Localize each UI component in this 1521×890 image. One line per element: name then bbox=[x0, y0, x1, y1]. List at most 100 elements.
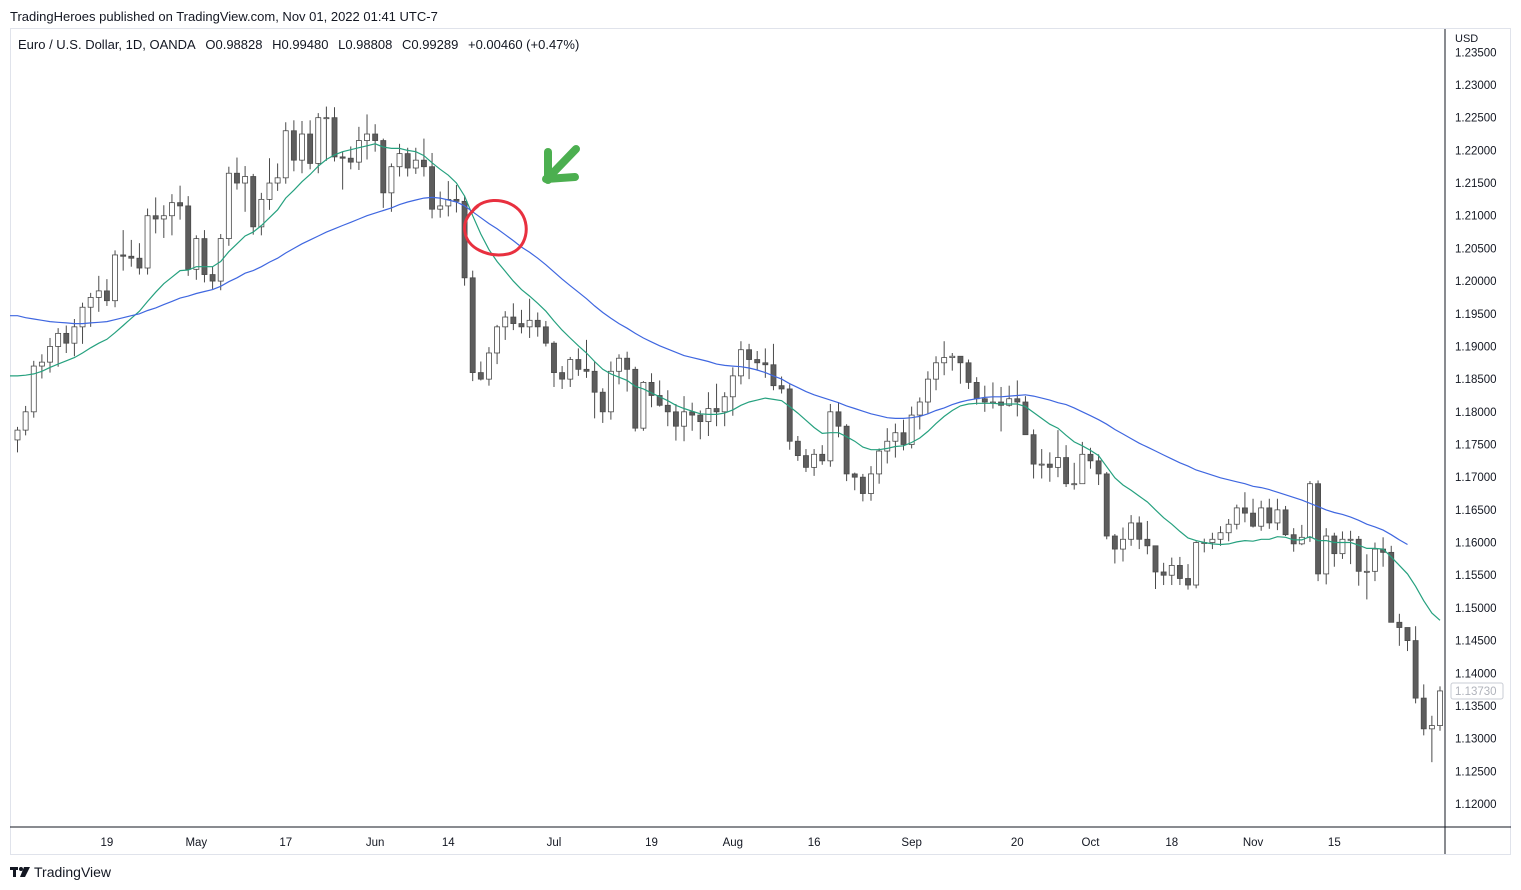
candle-body-up bbox=[738, 349, 744, 377]
tradingview-logo[interactable]: TradingView bbox=[10, 864, 111, 880]
candle-body-down bbox=[762, 362, 769, 366]
time-tick-label: Aug bbox=[723, 837, 743, 849]
candle-body-up bbox=[388, 166, 395, 194]
candle-body-up bbox=[1363, 570, 1370, 573]
candle bbox=[486, 347, 492, 386]
candle bbox=[1396, 613, 1403, 646]
price-tick-label: 1.16500 bbox=[1455, 505, 1497, 517]
candle bbox=[364, 114, 370, 160]
legend-low: L0.98808 bbox=[338, 37, 393, 52]
candle bbox=[1250, 498, 1256, 528]
candle bbox=[372, 124, 379, 152]
candle-body-up bbox=[916, 401, 923, 416]
price-tick-label: 1.20000 bbox=[1455, 276, 1497, 288]
candle-body-up bbox=[1233, 507, 1240, 525]
candle bbox=[201, 230, 208, 283]
candle-body-up bbox=[315, 117, 322, 164]
candle-body-up bbox=[892, 432, 899, 442]
candle bbox=[234, 157, 240, 190]
candle-body-up bbox=[55, 332, 62, 347]
candle-body-up bbox=[1307, 483, 1313, 538]
price-tick-label: 1.17500 bbox=[1455, 440, 1497, 452]
candle-body-down bbox=[1250, 512, 1256, 527]
candle-body-down bbox=[380, 140, 387, 194]
candle-body-up bbox=[1339, 538, 1346, 555]
candle-body-up bbox=[1055, 457, 1061, 468]
legend-symbol: Euro / U.S. Dollar, 1D, OANDA bbox=[18, 37, 196, 52]
candle bbox=[22, 405, 29, 436]
candle bbox=[1307, 481, 1313, 542]
candle bbox=[1315, 480, 1321, 582]
candle-body-up bbox=[95, 290, 102, 298]
candle bbox=[128, 239, 135, 267]
candle bbox=[835, 402, 842, 438]
candle bbox=[1437, 686, 1443, 731]
chart-frame[interactable] bbox=[10, 28, 1511, 855]
candle bbox=[681, 396, 687, 442]
candle bbox=[1266, 498, 1273, 529]
candle bbox=[973, 377, 980, 405]
time-tick-label: 20 bbox=[1011, 837, 1024, 849]
candle bbox=[209, 266, 216, 289]
candle bbox=[981, 385, 988, 412]
candle-body-down bbox=[835, 411, 842, 427]
candle-body-down bbox=[599, 391, 606, 413]
candle bbox=[1347, 530, 1354, 565]
legend-close: C0.99289 bbox=[401, 37, 459, 52]
candle-body-up bbox=[1079, 453, 1086, 485]
candle-body-down bbox=[331, 117, 338, 158]
price-tick-label: 1.14500 bbox=[1455, 636, 1497, 648]
candle-body-down bbox=[648, 382, 655, 396]
candle bbox=[1055, 430, 1061, 478]
time-tick-label: Oct bbox=[1082, 837, 1101, 849]
candle bbox=[1152, 545, 1159, 589]
candles bbox=[14, 106, 1443, 763]
candle-body-up bbox=[14, 429, 21, 441]
candle-body-down bbox=[583, 368, 590, 372]
candle-body-up bbox=[1038, 463, 1045, 466]
price-axis[interactable]: 1.23500 1.23000 1.22500 1.22000 1.21500 1.210… bbox=[1455, 47, 1497, 811]
legend-change: +0.00460 (+0.47%) bbox=[467, 37, 580, 52]
candle-body-up bbox=[1006, 398, 1013, 406]
candle-body-down bbox=[746, 349, 752, 360]
candle bbox=[551, 341, 557, 387]
candle-body-down bbox=[152, 215, 159, 220]
price-tick-label: 1.15500 bbox=[1455, 570, 1497, 582]
candle-body-up bbox=[217, 238, 224, 282]
candle-body-down bbox=[713, 408, 720, 413]
candle-body-down bbox=[429, 166, 435, 210]
candle-body-up bbox=[1298, 536, 1305, 545]
candle bbox=[941, 341, 948, 376]
candle bbox=[599, 388, 606, 423]
candle bbox=[1363, 554, 1370, 600]
candle bbox=[1120, 527, 1126, 562]
candle bbox=[103, 279, 110, 306]
price-tick-label: 1.14000 bbox=[1455, 668, 1497, 680]
candle-body-down bbox=[534, 319, 541, 328]
candle bbox=[112, 250, 118, 308]
currency-label[interactable]: USD bbox=[1455, 33, 1479, 45]
candle-body-down bbox=[843, 425, 850, 475]
candle bbox=[827, 403, 834, 467]
candle bbox=[1160, 562, 1167, 586]
candle bbox=[1087, 447, 1094, 469]
candle bbox=[355, 126, 362, 170]
price-tick-label: 1.21500 bbox=[1455, 178, 1497, 190]
tradingview-logo-icon bbox=[10, 867, 30, 877]
time-tick-label: 19 bbox=[101, 837, 114, 849]
candle-body-up bbox=[1323, 535, 1330, 575]
candle-body-down bbox=[372, 133, 379, 141]
candle-body-down bbox=[1241, 507, 1248, 514]
candle-body-down bbox=[1144, 538, 1151, 547]
candle bbox=[632, 366, 639, 432]
candle-body-up bbox=[1225, 523, 1232, 534]
candle bbox=[266, 158, 273, 210]
candle bbox=[1071, 462, 1078, 490]
candle bbox=[1201, 538, 1208, 553]
time-axis[interactable]: 19 May 17 Jun 14 Jul 19 Aug 16 Sep 20 Oct 18 Nov 15 bbox=[101, 837, 1341, 849]
candle-body-up bbox=[827, 411, 834, 462]
candle bbox=[1217, 526, 1224, 546]
time-tick-label: 17 bbox=[279, 837, 292, 849]
price-tick-label: 1.16000 bbox=[1455, 538, 1497, 550]
